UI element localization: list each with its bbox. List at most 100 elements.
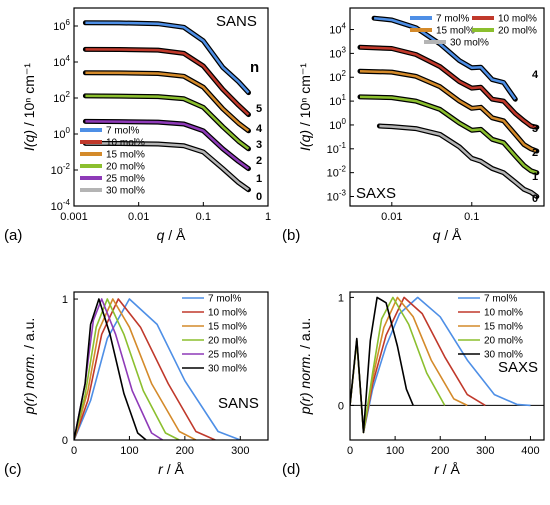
- x-tick-label: 200: [176, 445, 194, 457]
- plot-area: [357, 15, 540, 199]
- x-axis-label: q / Å: [157, 227, 186, 243]
- legend-label: 15 mol%: [484, 322, 523, 333]
- n-label: 4: [256, 123, 263, 135]
- y-tick-label: 10-3: [327, 189, 347, 204]
- series-fit-15mol: [359, 69, 538, 153]
- legend: 7 mol% 10 mol% 15 mol% 20 mol% 30 mol%: [458, 294, 523, 361]
- legend: 7 mol%10 mol%15 mol%20 mol%25 mol%30 mol…: [182, 294, 247, 375]
- technique-tag: SANS: [218, 395, 259, 412]
- plot-area: [82, 20, 251, 193]
- legend-label: 10 mol%: [106, 138, 145, 149]
- x-tick-label: 300: [476, 445, 494, 457]
- x-axis-label: r / Å: [158, 461, 184, 477]
- series-fit-25mol: [85, 120, 250, 170]
- y-axis-label: p(r) norm. / a.u.: [21, 318, 37, 416]
- y-tick-label: 10-2: [327, 165, 347, 180]
- y-tick-label: 103: [329, 45, 346, 60]
- series-fit-10mol: [359, 46, 538, 129]
- x-tick-label: 0.001: [60, 211, 88, 223]
- plot-frame: [349, 291, 545, 441]
- series-line-10mol: [74, 298, 216, 440]
- y-tick-label: 1: [62, 294, 68, 306]
- technique-tag: SANS: [216, 13, 257, 30]
- y-axis-label: I(q) / 10ⁿ cm⁻¹: [297, 63, 313, 151]
- series-line-10mol: [82, 46, 251, 118]
- series-fit-30mol: [85, 142, 250, 191]
- x-tick-label: 100: [120, 445, 138, 457]
- chart-panel-c: 0 100 200 300 0 1 r / Å p(r) norm. / a.u. (c) SAN…: [4, 291, 269, 478]
- n-label: 4: [532, 69, 539, 81]
- series-line-15mol: [74, 298, 197, 440]
- n-label: 1: [256, 173, 262, 185]
- n-label: 0: [256, 191, 262, 203]
- plot-area: [74, 298, 241, 440]
- legend-label: 15 mol%: [106, 150, 145, 161]
- chart-panel-d: 0 100 200 300 400 0 1 r / Å p(r) norm. / a.u. (d)…: [282, 291, 545, 478]
- plot-frame: [73, 7, 269, 207]
- legend-label: 7 mol%: [106, 126, 139, 137]
- n-label: 1: [532, 171, 538, 183]
- legend-label: 7 mol%: [436, 14, 469, 25]
- x-axis-label: q / Å: [433, 227, 462, 243]
- panel-label: (b): [282, 227, 300, 244]
- y-tick-label: 102: [53, 90, 70, 105]
- y-axis-label: p(r) norm. / a.u.: [297, 318, 313, 416]
- n-label: 2: [256, 155, 262, 167]
- series-line-30mol: [350, 296, 414, 434]
- panel-label: (c): [4, 461, 22, 478]
- y-tick-label: 10-1: [327, 141, 347, 156]
- panel-label: (a): [4, 227, 22, 244]
- legend-label: 10 mol%: [484, 308, 523, 319]
- y-tick-label: 102: [329, 69, 346, 84]
- y-tick-label: 106: [53, 18, 70, 33]
- plot-frame: [349, 7, 545, 207]
- y-tick-label: 100: [329, 117, 346, 132]
- y-axis-label: I(q) / 10ⁿ cm⁻¹: [21, 63, 37, 151]
- series-line-20mol: [74, 298, 180, 440]
- legend-label: 10 mol%: [208, 308, 247, 319]
- y-tick-label: 0: [338, 400, 344, 412]
- legend-label: 25 mol%: [208, 350, 247, 361]
- x-tick-label: 0: [347, 445, 353, 457]
- y-tick-label: 101: [329, 93, 346, 108]
- n-label: 0: [532, 193, 538, 205]
- series-fit-10mol: [85, 48, 250, 116]
- x-tick-label: 0.1: [464, 211, 479, 223]
- plot-frame: [73, 291, 269, 441]
- series-fit-20mol: [359, 95, 538, 174]
- legend-label: 30 mol%: [106, 186, 145, 197]
- panel-label: (d): [282, 461, 300, 478]
- series-fit-7mol: [373, 16, 517, 100]
- n-header: n: [250, 59, 259, 76]
- x-tick-label: 0.1: [196, 211, 211, 223]
- legend: 7 mol% 10 mol% 15 mol% 20 mol% 30 mol%: [410, 14, 537, 49]
- series-line-30mol: [376, 123, 540, 199]
- series-fit-30mol: [379, 124, 538, 198]
- y-tick-label: 104: [329, 22, 346, 37]
- technique-tag: SAXS: [498, 359, 538, 376]
- x-tick-label: 1: [265, 211, 271, 223]
- series-fit-7mol: [85, 21, 250, 94]
- x-tick-label: 0.01: [128, 211, 149, 223]
- series-line-7mol: [82, 20, 251, 96]
- n-label: 3: [532, 123, 538, 135]
- series-line-10mol: [350, 296, 486, 434]
- plot-area: [350, 296, 531, 434]
- legend: 7 mol%10 mol%15 mol%20 mol%25 mol%30 mol…: [80, 126, 145, 197]
- series-fit-20mol: [85, 94, 250, 150]
- x-tick-label: 100: [386, 445, 404, 457]
- legend-label: 20 mol%: [106, 162, 145, 173]
- legend-label: 15 mol%: [208, 322, 247, 333]
- n-label: 2: [532, 147, 538, 159]
- legend-label: 20 mol%: [484, 336, 523, 347]
- y-tick-label: 104: [53, 54, 70, 69]
- x-tick-label: 0.01: [381, 211, 402, 223]
- legend-label: 20 mol%: [208, 336, 247, 347]
- n-label: 5: [256, 103, 262, 115]
- technique-tag: SAXS: [356, 185, 396, 202]
- legend-label: 20 mol%: [498, 26, 537, 37]
- series-line-7mol: [74, 298, 241, 440]
